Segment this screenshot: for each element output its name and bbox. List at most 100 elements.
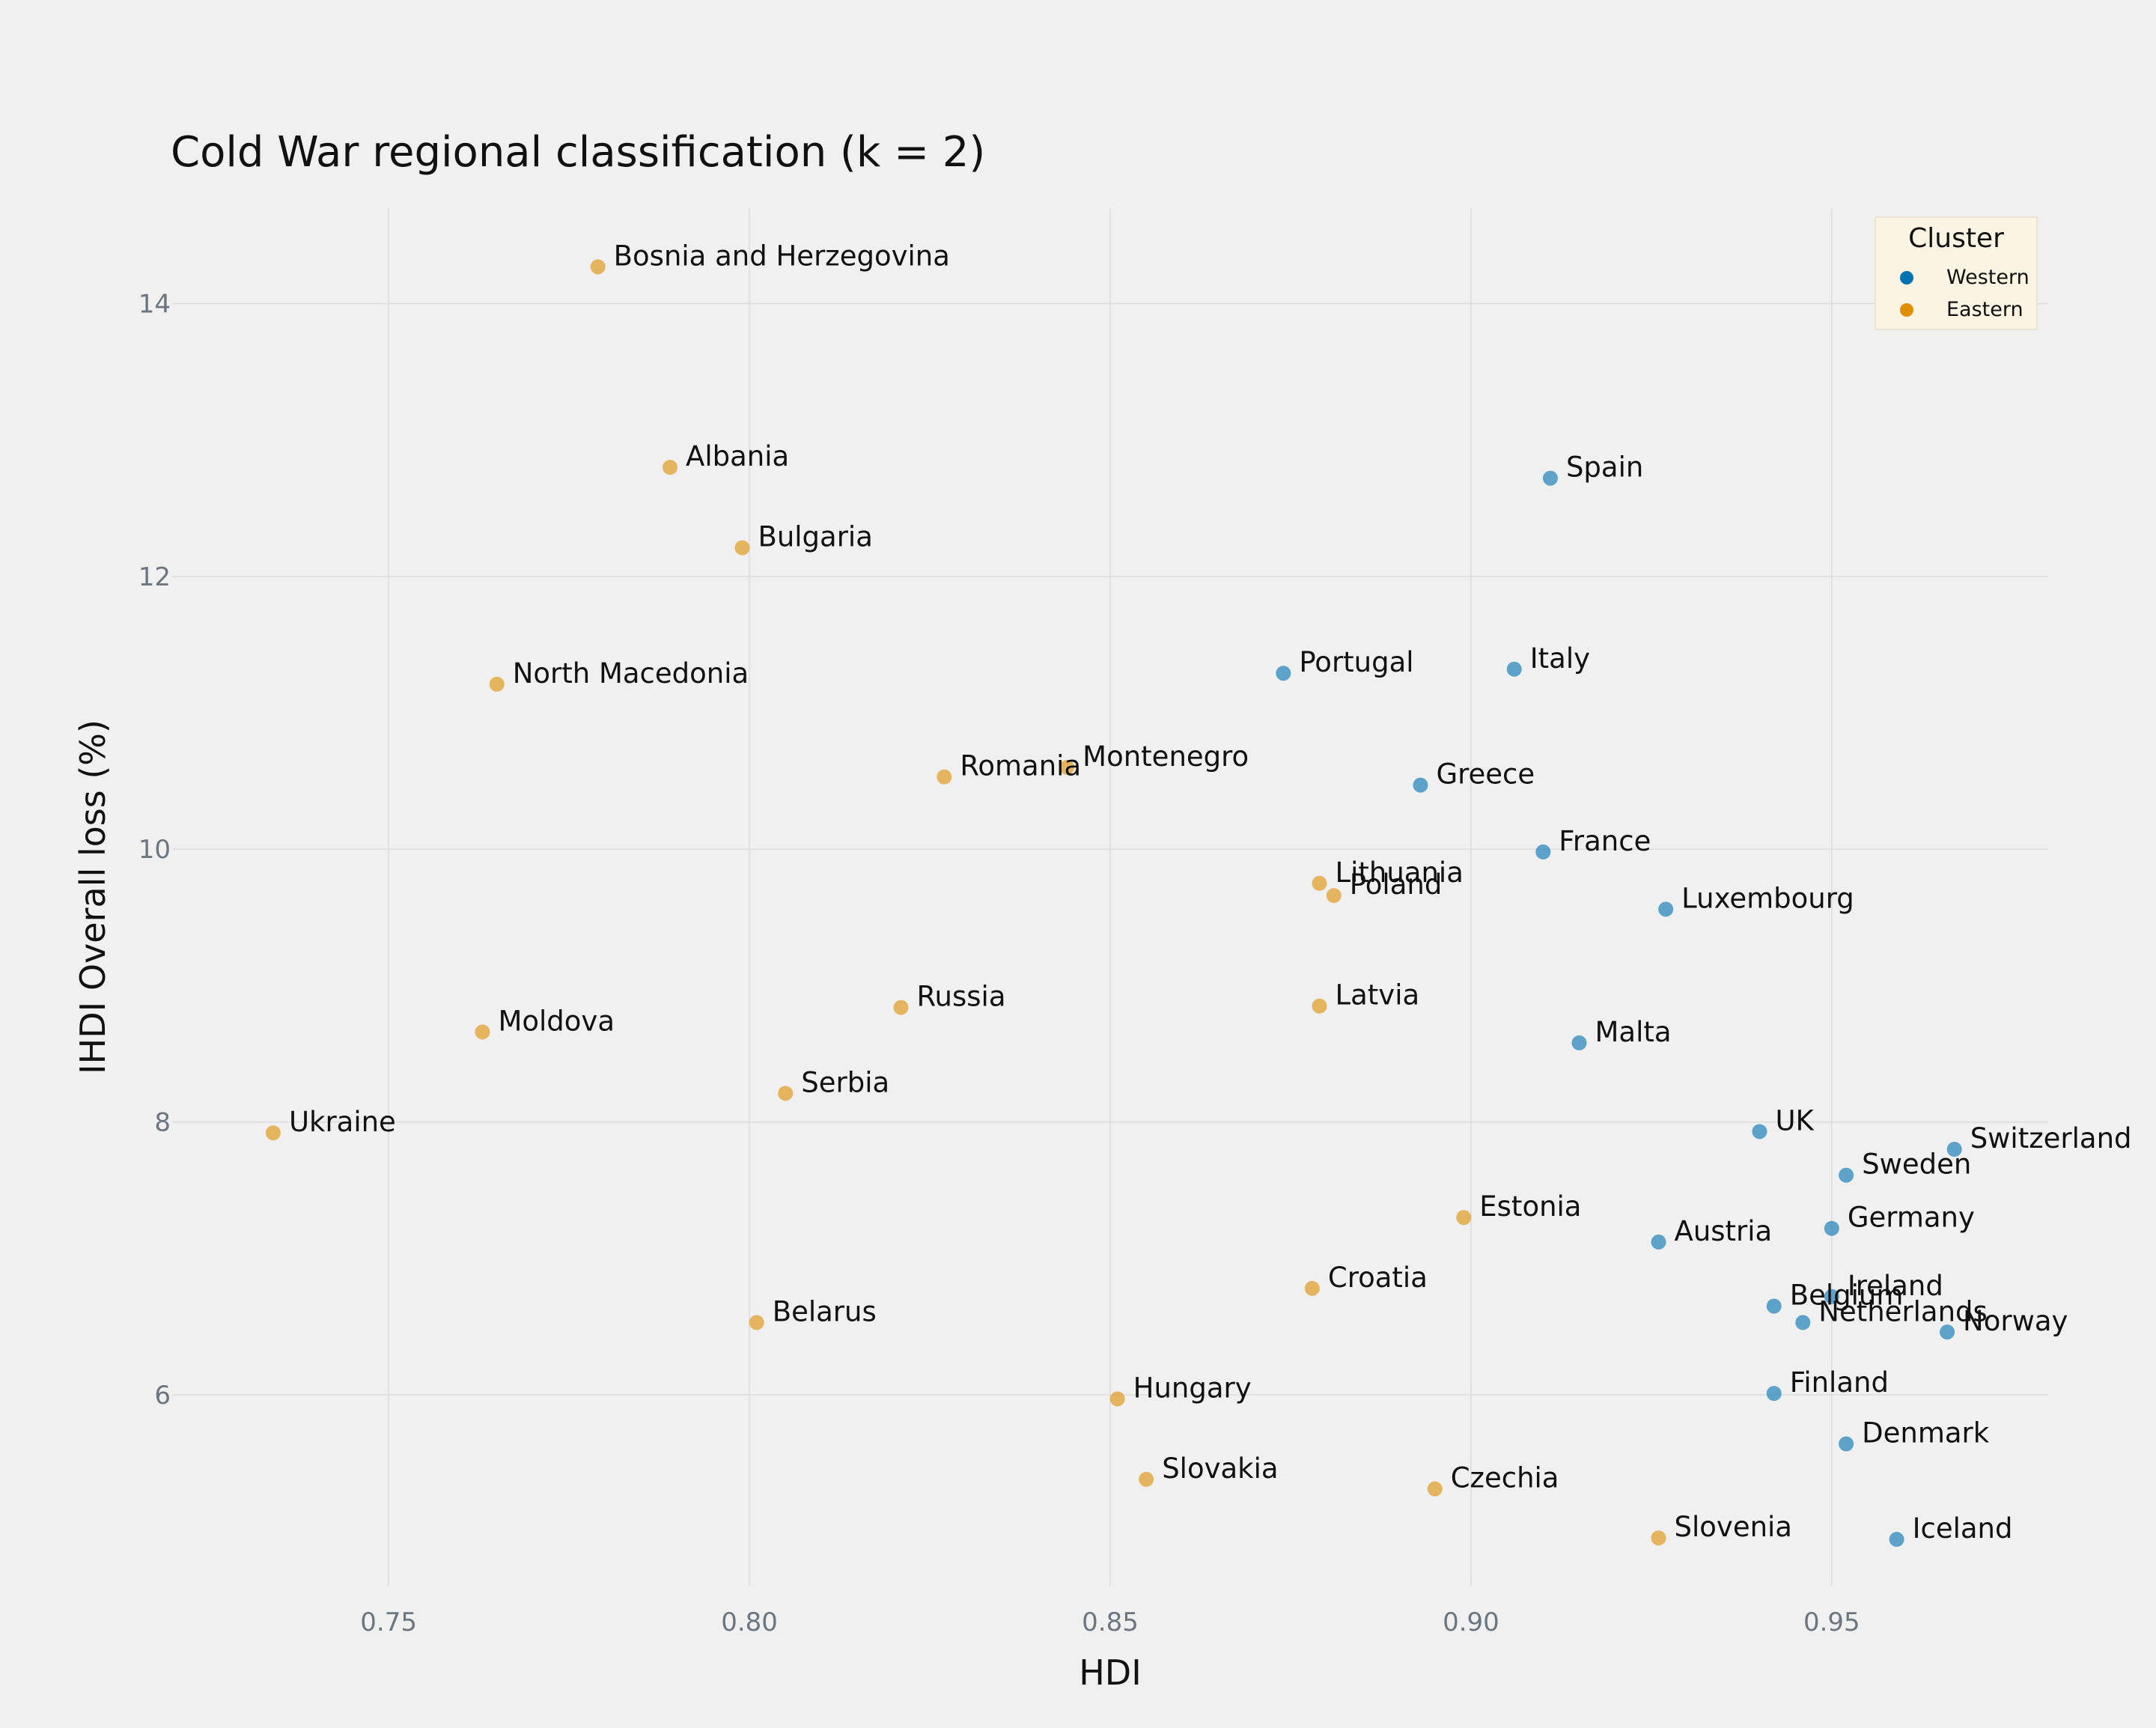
point-label: Latvia xyxy=(1336,979,1420,1011)
point-labels: Spain Italy Portugal Greece France Luxembourg… xyxy=(289,240,2132,1545)
point-label: Ukraine xyxy=(289,1106,396,1138)
data-point xyxy=(1651,1530,1666,1546)
point-label: Finland xyxy=(1790,1366,1889,1399)
data-point xyxy=(1651,1234,1666,1250)
data-point xyxy=(1542,470,1558,486)
data-point xyxy=(1326,888,1342,904)
legend-label-eastern: Eastern xyxy=(1946,298,2023,321)
point-label: Bosnia and Herzegovina xyxy=(614,240,950,272)
point-label: Belarus xyxy=(773,1295,877,1327)
point-label: UK xyxy=(1775,1104,1815,1137)
point-label: Portugal xyxy=(1299,646,1413,678)
data-point xyxy=(1535,844,1551,860)
data-point xyxy=(1312,875,1327,891)
point-label: Slovakia xyxy=(1162,1452,1278,1485)
data-point xyxy=(1824,1289,1839,1304)
point-label: Netherlands xyxy=(1818,1295,1988,1327)
x-axis-title: HDI xyxy=(1079,1652,1142,1693)
point-label: Norway xyxy=(1963,1305,2068,1337)
data-point xyxy=(1946,1142,1962,1157)
y-tick-label: 10 xyxy=(138,835,171,865)
data-point xyxy=(1766,1386,1782,1402)
data-point xyxy=(1276,666,1291,681)
grid-lines xyxy=(172,208,2048,1586)
data-point xyxy=(663,460,678,475)
data-point xyxy=(1109,1391,1125,1407)
point-label: Bulgaria xyxy=(758,521,872,553)
data-point xyxy=(1059,759,1075,775)
data-point xyxy=(1456,1210,1472,1226)
point-label: Iceland xyxy=(1913,1512,2013,1545)
data-point xyxy=(749,1315,764,1330)
data-point xyxy=(1658,901,1674,917)
data-point xyxy=(734,540,750,556)
point-label: Hungary xyxy=(1133,1372,1252,1404)
data-point xyxy=(1889,1532,1904,1548)
data-point xyxy=(937,769,952,785)
data-point xyxy=(1139,1471,1154,1487)
point-label: Ireland xyxy=(1848,1270,1943,1302)
data-point xyxy=(1506,661,1522,677)
point-label: Belgium xyxy=(1790,1280,1904,1312)
point-label: Czechia xyxy=(1451,1462,1559,1494)
legend-title: Cluster xyxy=(1908,223,2004,254)
point-label: Luxembourg xyxy=(1681,882,1854,914)
data-point xyxy=(590,259,606,275)
point-label: Sweden xyxy=(1862,1149,1971,1181)
data-point xyxy=(1839,1436,1854,1452)
y-tick-label: 6 xyxy=(154,1381,171,1411)
data-point xyxy=(1940,1324,1955,1340)
point-label: Austria xyxy=(1675,1215,1773,1247)
point-label: Montenegro xyxy=(1082,740,1249,773)
data-point xyxy=(1304,1280,1320,1296)
point-label: Croatia xyxy=(1328,1262,1428,1294)
data-point xyxy=(1413,777,1428,793)
tick-labels: 0.75 0.80 0.85 0.90 0.95 6 8 10 12 14 xyxy=(138,290,1860,1637)
data-point xyxy=(489,676,505,692)
point-label: Serbia xyxy=(801,1066,889,1098)
data-point xyxy=(265,1125,281,1141)
point-label: Slovenia xyxy=(1675,1511,1792,1543)
point-label: Spain xyxy=(1566,451,1643,484)
data-point xyxy=(1752,1124,1767,1140)
data-point xyxy=(893,1000,909,1015)
point-label: Moldova xyxy=(498,1005,615,1037)
data-point xyxy=(1312,998,1327,1014)
point-label: Albania xyxy=(686,440,789,472)
x-tick-label: 0.95 xyxy=(1803,1607,1860,1637)
legend: Cluster Western Eastern xyxy=(1875,216,2038,330)
data-point xyxy=(1824,1220,1839,1236)
point-label: Malta xyxy=(1595,1016,1672,1048)
data-point xyxy=(1427,1481,1443,1497)
x-tick-label: 0.80 xyxy=(721,1607,778,1637)
data-point xyxy=(1766,1298,1782,1314)
legend-marker-western xyxy=(1900,271,1913,285)
data-point xyxy=(1795,1315,1811,1330)
data-point xyxy=(1839,1167,1854,1183)
point-label: Italy xyxy=(1530,642,1590,675)
data-point xyxy=(1571,1035,1587,1050)
point-label: Romania xyxy=(960,750,1081,782)
point-label: Lithuania xyxy=(1336,857,1464,889)
point-label: Estonia xyxy=(1479,1190,1581,1223)
point-label: Switzerland xyxy=(1970,1122,2132,1154)
data-points xyxy=(265,259,1962,1548)
x-tick-label: 0.75 xyxy=(360,1607,417,1637)
data-point xyxy=(778,1086,794,1101)
point-label: Germany xyxy=(1848,1202,1975,1234)
x-tick-label: 0.85 xyxy=(1082,1607,1139,1637)
legend-marker-eastern xyxy=(1900,303,1913,317)
y-axis-title: IHDI Overall loss (%) xyxy=(73,720,113,1074)
x-tick-label: 0.90 xyxy=(1443,1607,1499,1637)
legend-label-western: Western xyxy=(1946,266,2029,289)
data-point xyxy=(475,1024,490,1040)
point-label: North Macedonia xyxy=(513,657,749,690)
point-label: Greece xyxy=(1436,758,1535,791)
y-tick-label: 14 xyxy=(138,290,171,320)
chart-title: Cold War regional classification (k = 2) xyxy=(171,128,985,177)
y-tick-label: 12 xyxy=(138,562,171,592)
point-label: Russia xyxy=(916,981,1005,1013)
point-label: France xyxy=(1559,825,1651,857)
